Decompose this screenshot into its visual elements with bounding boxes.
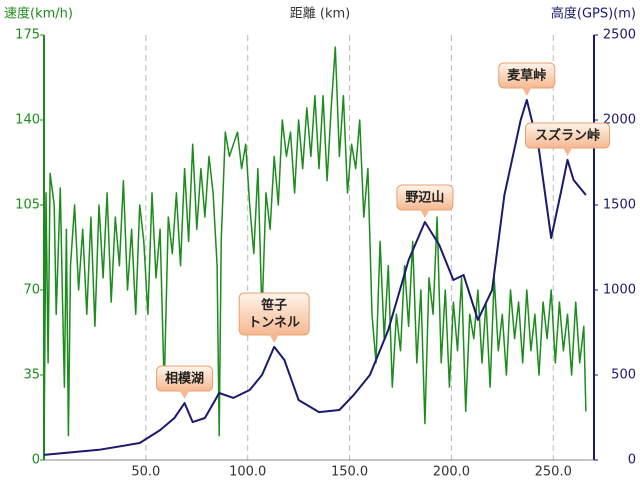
y-axis-label: 速度(km/h) — [4, 6, 73, 22]
annotation-text: 麦草峠 — [507, 67, 546, 83]
annotation-pointer — [562, 146, 573, 156]
y2-tick-label: 1000 — [603, 283, 636, 298]
series-line — [43, 98, 587, 456]
annotation-pointer — [419, 209, 430, 218]
y-tick-label: 140 — [15, 113, 40, 128]
annotation-pointer — [179, 390, 190, 400]
x-tick-label: 50.0 — [131, 465, 160, 480]
x-tick-label: 250.0 — [535, 465, 572, 480]
x-tick-label: 200.0 — [433, 465, 470, 480]
y2-axis-label: 高度(GPS)(m) — [551, 6, 636, 22]
x-axis-label: 距離 (km) — [290, 7, 350, 22]
x-tick-label: 100.0 — [229, 465, 266, 480]
annotation: スズラン峠 — [525, 122, 611, 156]
annotation-text: 笹子 — [261, 297, 287, 313]
annotation: 麦草峠 — [498, 62, 556, 96]
y-tick-label: 0 — [32, 453, 40, 468]
y-tick-label: 70 — [23, 283, 40, 298]
y2-tick-label: 0 — [628, 453, 636, 468]
annotation: 相模湖 — [156, 365, 214, 400]
y2-tick-label: 2500 — [603, 28, 636, 43]
y-tick-label: 35 — [23, 368, 40, 383]
annotation-pointer — [521, 86, 532, 96]
annotation-text: トンネル — [248, 315, 300, 330]
y2-tick-label: 1500 — [603, 198, 636, 213]
annotation-text: スズラン峠 — [535, 127, 600, 143]
series-line — [43, 46, 587, 461]
annotation-pointer — [269, 333, 280, 343]
y2-tick-label: 500 — [611, 368, 636, 383]
annotation-text: 相模湖 — [165, 371, 204, 387]
annotation-text: 野辺山 — [405, 190, 444, 206]
y-tick-label: 175 — [15, 28, 40, 43]
y2-tick-label: 2000 — [603, 113, 636, 128]
annotation: 野辺山 — [396, 184, 454, 218]
y-tick-label: 105 — [15, 198, 40, 213]
x-tick-label: 150.0 — [331, 465, 368, 480]
